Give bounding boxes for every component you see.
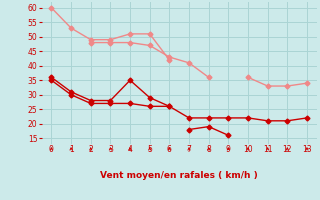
X-axis label: Vent moyen/en rafales ( km/h ): Vent moyen/en rafales ( km/h ): [100, 171, 258, 180]
